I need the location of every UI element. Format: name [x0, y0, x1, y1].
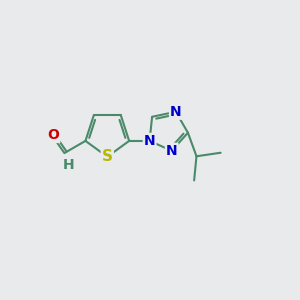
Text: S: S — [102, 149, 113, 164]
Text: N: N — [170, 105, 182, 119]
Text: H: H — [63, 158, 75, 172]
Text: N: N — [144, 134, 155, 148]
Text: N: N — [166, 144, 178, 158]
Text: O: O — [47, 128, 59, 142]
